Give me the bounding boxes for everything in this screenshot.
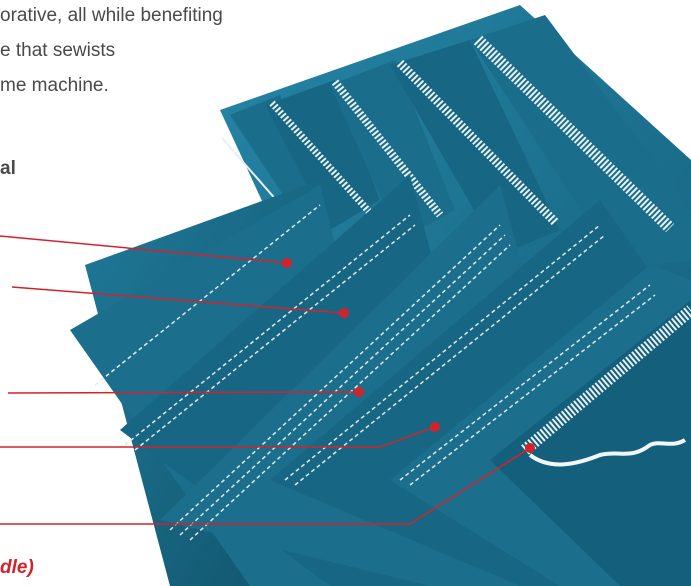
fabric-front-panels: [70, 175, 691, 586]
intro-text-line-1: orative, all while benefiting: [0, 5, 223, 26]
section-subheading: al: [0, 158, 16, 179]
callout-label: dle): [0, 557, 34, 578]
intro-text-line-3: me machine.: [0, 75, 109, 96]
callout-dots: [282, 258, 535, 453]
coverstitch-seam: [521, 305, 691, 455]
callout-lines: [0, 235, 531, 525]
intro-text-line-2: e that sewists: [0, 40, 116, 61]
thread-tail: [528, 438, 687, 467]
